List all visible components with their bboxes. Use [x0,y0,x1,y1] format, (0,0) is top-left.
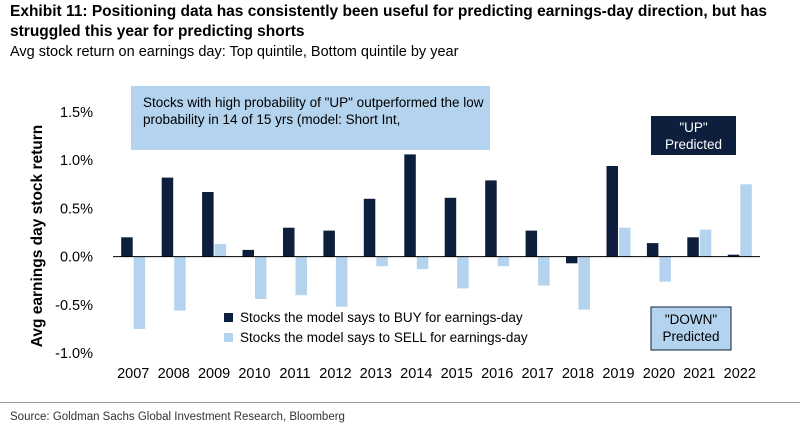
bar-buy-2008 [161,177,174,257]
source-divider [0,402,800,403]
x-tick-label-2011: 2011 [279,366,310,382]
legend-swatch-sell [224,333,233,342]
up-predicted-line2: Predicted [664,137,723,152]
bar-sell-2018 [578,256,590,310]
bar-sell-2015 [457,256,469,289]
x-tick-label-2007: 2007 [117,366,149,382]
bar-buy-2013 [363,198,376,257]
x-tick-label-2010: 2010 [238,366,270,382]
x-tick-label-2020: 2020 [643,366,675,382]
y-tick-label: -0.5% [55,298,93,314]
x-tick-label-2019: 2019 [602,366,634,382]
bar-sell-2014 [416,256,429,270]
bar-sell-2012 [335,256,348,307]
bar-sell-2022 [740,184,752,257]
x-tick-label-2013: 2013 [360,366,392,382]
x-tick-label-2022: 2022 [724,366,756,382]
x-tick-label-2009: 2009 [198,366,230,382]
annotation-box-top [131,86,490,150]
y-tick-label: 0.5% [60,201,93,217]
bar-buy-2021 [687,237,699,257]
bar-sell-2017 [538,256,550,286]
bar-buy-2010 [242,249,254,257]
x-tick-label-2012: 2012 [319,366,351,382]
down-predicted-line2: Predicted [662,329,720,344]
bar-buy-2016 [485,180,497,257]
bar-buy-2011 [283,227,295,257]
chart-subtitle: Avg stock return on earnings day: Top qu… [10,44,459,60]
bar-sell-2019 [619,227,631,257]
legend-label-sell: Stocks the model says to SELL for earnin… [240,330,528,345]
bar-sell-2011 [295,256,307,296]
bar-buy-2009 [202,192,214,257]
down-predicted-label: "DOWN" Predicted [651,311,731,345]
bar-sell-2007 [133,256,146,329]
x-tick-label-2021: 2021 [683,366,715,382]
bar-sell-2008 [174,256,186,311]
bar-sell-2010 [255,256,267,299]
bar-sell-2009 [214,244,227,257]
up-predicted-line1: "UP" [679,120,708,135]
x-tick-label-2015: 2015 [441,366,473,382]
x-tick-label-2016: 2016 [481,366,513,382]
y-tick-label: 1.5% [60,105,93,121]
bar-buy-2019 [606,166,618,257]
up-predicted-box [651,116,736,155]
bar-sell-2020 [659,256,671,282]
y-tick-label: -1.0% [55,346,93,362]
x-tick-label-2017: 2017 [521,366,553,382]
x-tick-label-2014: 2014 [400,366,432,382]
bar-buy-2018 [566,256,578,264]
down-predicted-line1: "DOWN" [664,312,718,327]
bar-buy-2020 [646,243,659,257]
bar-sell-2016 [497,256,510,267]
up-predicted-label: "UP" Predicted [651,119,736,153]
x-tick-label-2008: 2008 [158,366,190,382]
bar-buy-2022 [727,254,740,257]
y-tick-label: 1.0% [60,153,93,169]
legend-swatch-buy [224,313,233,322]
bar-buy-2007 [121,237,133,257]
legend-label-buy: Stocks the model says to BUY for earning… [240,310,523,325]
bar-buy-2012 [323,230,335,257]
y-axis-label: Avg earnings day stock return [29,125,46,348]
exhibit-title: Exhibit 11: Positioning data has consist… [10,3,768,40]
bar-sell-2013 [376,256,388,267]
bar-buy-2017 [525,230,538,257]
bar-sell-2021 [699,229,712,257]
source-note: Source: Goldman Sachs Global Investment … [10,411,345,423]
legend: Stocks the model says to BUY for earning… [224,310,528,345]
down-predicted-box [650,306,732,351]
y-tick-label: 0.0% [60,250,93,266]
annotation-text-top: Stocks with high probability of "UP" out… [143,95,484,127]
bar-buy-2015 [444,197,457,257]
x-tick-label-2018: 2018 [562,366,594,382]
bar-buy-2014 [404,154,416,257]
